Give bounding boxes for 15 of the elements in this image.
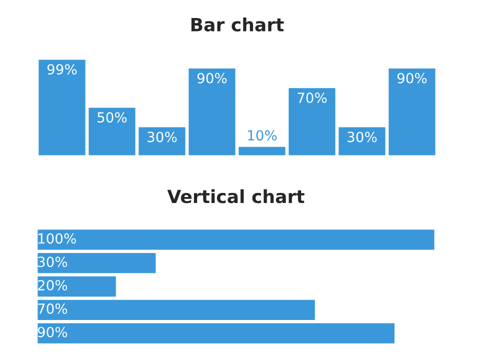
data-label: 10%	[248, 130, 277, 141]
data-label: 70%	[38, 303, 68, 314]
data-label: 30%	[38, 256, 68, 268]
data-label: 30%	[348, 132, 377, 142]
data-label: 90%	[397, 72, 427, 84]
data-label: 100%	[38, 233, 76, 244]
data-label: 50%	[98, 112, 127, 123]
data-label: 30%	[148, 132, 177, 142]
data-label: 99%	[47, 64, 77, 75]
data-label: 90%	[197, 72, 227, 84]
data-label: 90%	[38, 326, 68, 338]
chart-title: Vertical chart	[167, 189, 304, 204]
data-label: 70%	[298, 92, 327, 104]
data-label: 20%	[38, 280, 68, 291]
chart-title: Bar chart	[191, 18, 284, 32]
